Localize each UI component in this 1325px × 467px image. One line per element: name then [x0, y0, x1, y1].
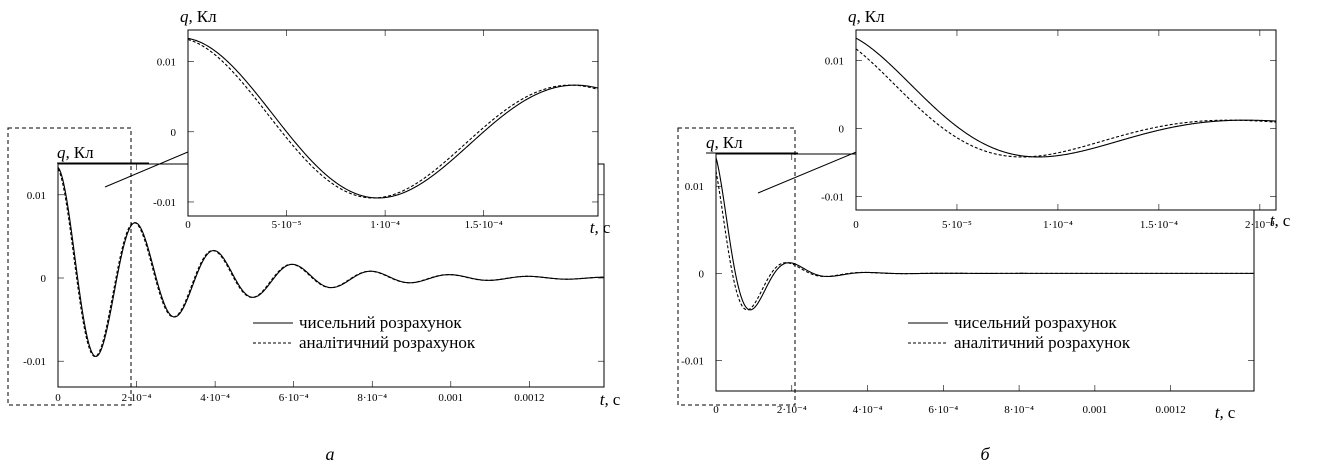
y-axis-label: q, Кл [848, 7, 885, 26]
y-tick-label: 0 [699, 268, 705, 280]
y-axis-unit: Кл [723, 133, 743, 152]
chart-b-main: 0.01 0 -0.01 0 2·10⁻⁴ 4·10⁻⁴ 6·10⁻⁴ 8·10⁻⁴ 0.001… [681, 133, 1255, 422]
series-line-analytic [855, 48, 1277, 158]
inset-background [856, 30, 1276, 210]
x-axis-variable: t, [600, 390, 609, 409]
x-axis-unit: с [1228, 403, 1236, 422]
series-line-numeric [187, 37, 599, 199]
legend-entry: чисельний розрахунок [299, 313, 462, 332]
x-tick-label: 0.001 [438, 392, 463, 404]
panel-b: 0.01 0 -0.01 0 2·10⁻⁴ 4·10⁻⁴ 6·10⁻⁴ 8·10⁻⁴ 0.001… [677, 7, 1291, 464]
y-axis-variable: q, [706, 133, 719, 152]
y-tick-label: 0.01 [825, 56, 844, 68]
x-tick-label: 0.0012 [514, 392, 544, 404]
x-tick-label: 2·10⁻⁴ [777, 404, 807, 416]
y-tick-label: 0 [839, 123, 845, 135]
chart-a-main: 0.01 0 -0.01 0 2·10⁻⁴ 4·10⁻⁴ 6·10⁻⁴ 8·10⁻⁴ 0.001… [23, 143, 621, 409]
x-tick-label: 1·10⁻⁴ [1043, 219, 1073, 231]
legend-entry: аналітичний розрахунок [954, 333, 1131, 352]
y-axis-unit: Кл [74, 143, 94, 162]
x-axis-variable: t, [590, 218, 599, 237]
y-axis-label: q, Кл [706, 133, 743, 152]
x-tick-label: 1·10⁻⁴ [370, 219, 400, 231]
caption-a: а [326, 444, 335, 464]
y-axis-unit: Кл [197, 7, 217, 26]
caption-b: б [980, 444, 990, 464]
y-axis-label: q, Кл [180, 7, 217, 26]
x-tick-label: 5·10⁻⁵ [942, 219, 972, 231]
y-tick-label: -0.01 [681, 356, 704, 368]
x-tick-label: 0 [713, 404, 719, 416]
y-tick-label: 0.01 [157, 57, 176, 69]
x-tick-label: 4·10⁻⁴ [853, 404, 883, 416]
y-tick-label: -0.01 [23, 356, 46, 368]
x-axis-label: t, с [1270, 211, 1291, 230]
y-tick-label: 0 [41, 273, 47, 285]
y-tick-label: 0.01 [27, 190, 46, 202]
y-axis-unit: Кл [865, 7, 885, 26]
x-tick-label: 0.001 [1082, 404, 1107, 416]
x-tick-label: 0 [853, 219, 859, 231]
y-tick-label: 0 [171, 127, 177, 139]
inset-background [188, 30, 598, 216]
plot-frame [187, 29, 599, 217]
x-tick-label: 0.0012 [1156, 404, 1186, 416]
chart-b-inset: 0.01 0 -0.01 0 5·10⁻⁵ 1·10⁻⁴ 1.5·10⁻⁴ 2·10⁻⁴t, с… [821, 7, 1291, 231]
legend-entry: аналітичний розрахунок [299, 333, 476, 352]
zoom-region-box-a [7, 127, 132, 406]
x-axis-unit: с [1283, 211, 1291, 230]
y-tick-label: 0.01 [685, 181, 704, 193]
x-axis-label: t, с [1215, 403, 1236, 422]
panel-a: 0.01 0 -0.01 0 2·10⁻⁴ 4·10⁻⁴ 6·10⁻⁴ 8·10⁻⁴ 0.001… [7, 7, 621, 464]
x-tick-label: 2·10⁻⁴ [122, 392, 152, 404]
zoom-region-box-b [677, 127, 796, 406]
y-axis-variable: q, [57, 143, 70, 162]
x-tick-label: 0 [55, 392, 61, 404]
x-axis-label: t, с [590, 218, 611, 237]
x-tick-label: 8·10⁻⁴ [1004, 404, 1034, 416]
x-axis-unit: с [613, 390, 621, 409]
x-axis-label: t, с [600, 390, 621, 409]
legend-entry: чисельний розрахунок [954, 313, 1117, 332]
x-tick-label: 5·10⁻⁵ [272, 219, 302, 231]
x-tick-label: 6·10⁻⁴ [279, 392, 309, 404]
x-tick-label: 2·10⁻⁴ [1245, 219, 1275, 231]
series-line-analytic [57, 168, 605, 357]
x-axis-unit: с [603, 218, 611, 237]
x-axis-variable: t, [1215, 403, 1224, 422]
y-axis-variable: q, [180, 7, 193, 26]
x-tick-label: 1.5·10⁻⁴ [1140, 219, 1178, 231]
x-tick-label: 1.5·10⁻⁴ [465, 219, 503, 231]
plot-frame [855, 29, 1277, 211]
y-tick-label: -0.01 [153, 197, 176, 209]
chart-a-inset: 0.01 0 -0.01 0 5·10⁻⁵ 1·10⁻⁴ 1.5·10⁻⁴ t, с q, Кл [153, 7, 611, 237]
x-axis-variable: t, [1270, 211, 1279, 230]
series-line-numeric [855, 37, 1277, 158]
x-tick-label: 4·10⁻⁴ [200, 392, 230, 404]
y-tick-label: -0.01 [821, 191, 844, 203]
x-tick-label: 0 [185, 219, 191, 231]
x-tick-label: 8·10⁻⁴ [357, 392, 387, 404]
y-axis-variable: q, [848, 7, 861, 26]
y-axis-label: q, Кл [57, 143, 94, 162]
series-line-analytic [187, 38, 599, 199]
series-line-analytic [715, 171, 1254, 311]
x-tick-label: 6·10⁻⁴ [928, 404, 958, 416]
